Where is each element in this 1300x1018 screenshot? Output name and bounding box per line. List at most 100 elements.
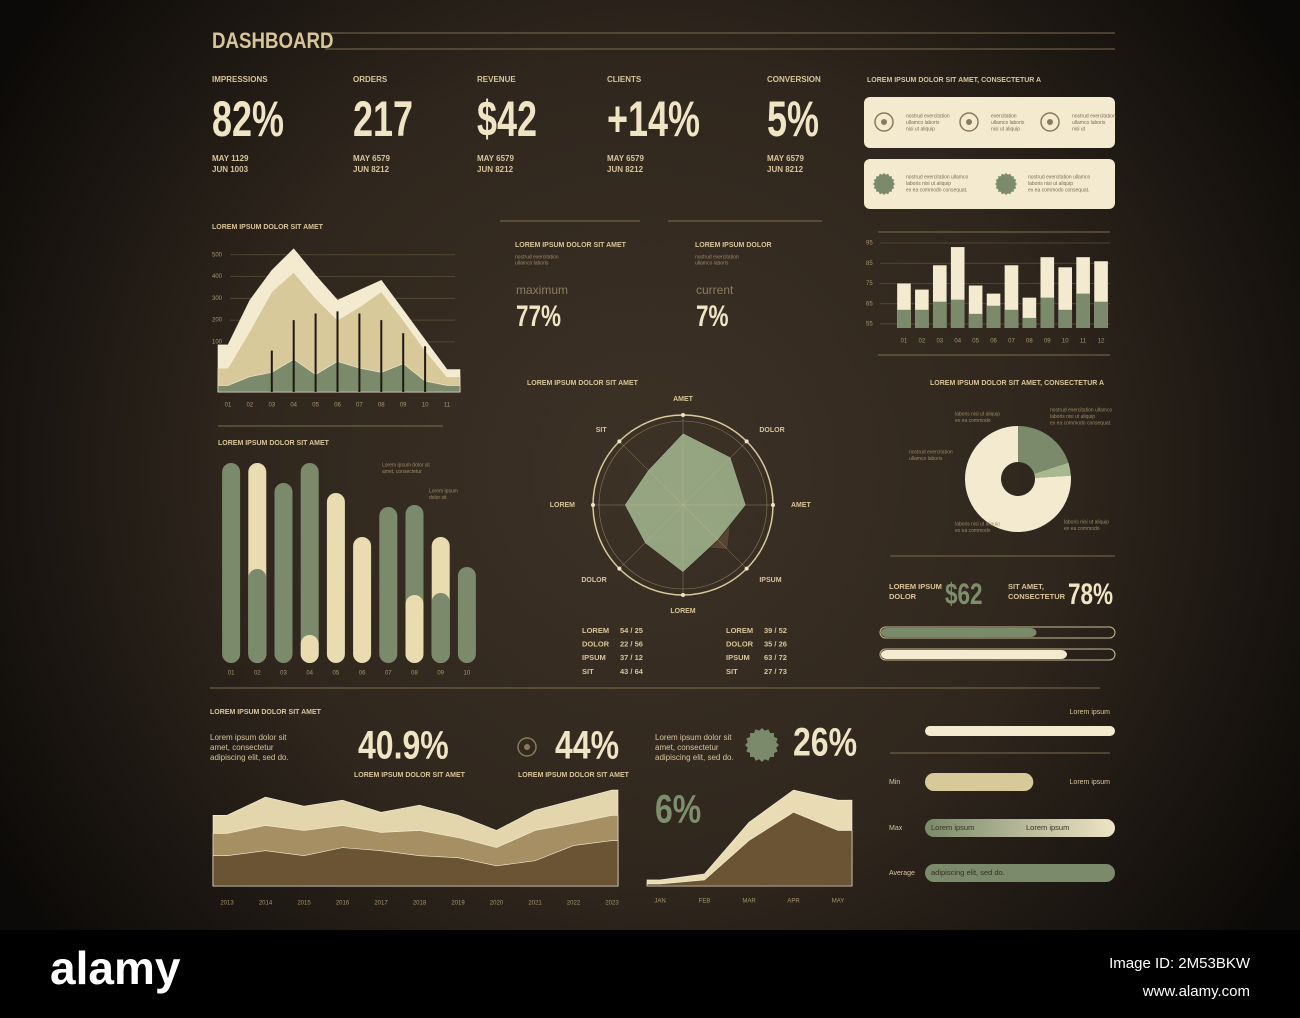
stat-label: DOLOR [889,592,917,601]
x-tick-label: 2017 [374,901,388,907]
metric-label: current [696,283,734,297]
bar-label: Max [889,825,903,832]
progress-bar [925,726,1115,736]
x-tick-label: 2019 [451,901,465,907]
annotation: ex ea commodo [955,528,991,534]
x-tick-label: 2023 [605,901,619,907]
x-tick-label: 08 [378,403,385,409]
x-tick-label: 12 [1098,339,1105,345]
axis-label: LOREM [550,502,575,509]
ring-icon [1040,112,1060,132]
bar [1094,301,1108,328]
kpi-note: JUN 8212 [767,165,804,174]
range-text: adipiscing elit, sed do. [931,868,1005,877]
x-tick-label: 10 [1062,339,1069,345]
table-label: IPSUM [582,653,606,662]
x-tick-label: 06 [334,403,341,409]
area [217,358,461,393]
badge-icon [995,173,1017,195]
kpi-value: 82% [212,93,284,148]
y-tick-label: 55 [866,322,873,328]
x-tick-label: 06 [990,339,997,345]
table-label: IPSUM [726,653,750,662]
table-value: 22 / 56 [620,640,643,649]
background [0,0,1300,930]
card-text: nostrud exercitation [1072,113,1116,119]
x-tick-label: 10 [422,403,429,409]
card-text: nisi ut aliquip [906,126,935,132]
x-tick-label: 2020 [490,901,504,907]
annotation: ex ea commodo [955,418,991,424]
x-tick-label: 08 [411,671,418,677]
image-id: Image ID: 2M53BKW [1109,955,1251,972]
metric-note: ullamco laboris [695,260,729,266]
table-label: DOLOR [726,640,754,649]
x-tick-label: 2018 [413,901,427,907]
radar-spoke [619,441,684,506]
kpi-value: 217 [353,93,413,148]
radar-dot [681,593,685,597]
badge-icon [745,728,779,762]
rules [210,32,1115,754]
radar-dot [681,413,685,417]
x-tick-label: 01 [901,339,908,345]
kpi-note: MAY 6579 [607,154,644,163]
card-text: exercitation [991,113,1017,119]
range-text: Lorem ipsum [931,823,974,832]
card-text: ex ea commodo consequat. [906,187,967,193]
url: www.alamy.com [1142,983,1250,1000]
y-tick-label: 85 [866,261,873,267]
kpi-note: MAY 1129 [212,154,249,163]
big-value: 44% [555,722,619,767]
bar [431,593,450,663]
x-tick-label: 11 [1080,339,1087,345]
stat-value: $62 [945,577,983,611]
chart-title: LOREM IPSUM DOLOR SIT AMET [527,380,639,387]
radar-dot [617,439,622,444]
ring-icon [874,112,894,132]
table-label: LOREM [582,626,609,635]
table-value: 54 / 25 [620,626,643,635]
range-text: Lorem ipsum [1070,709,1111,716]
bar [897,309,911,328]
x-tick-label: 04 [306,671,313,677]
radar-dot [617,566,622,571]
x-tick-label: MAY [832,899,845,905]
bar [1040,297,1055,328]
ring-icon [966,119,972,125]
card-text: ullamco laboris [906,120,940,126]
x-tick-label: 02 [254,671,261,677]
x-tick-label: 2016 [336,901,350,907]
x-tick-label: 09 [437,671,444,677]
annotation: Lorem ipsum [429,488,458,494]
kpi-label: IMPRESSIONS [212,75,268,84]
paragraph: adipiscing elit, sed do. [655,753,734,762]
axis-label: SIT [596,427,608,434]
annotation: laboris nisi ut aliquip [955,411,1000,417]
ring-icon [1047,119,1053,125]
area [646,811,853,887]
table-label: LOREM [726,626,753,635]
y-tick-label: 400 [212,274,223,280]
kpi-label: ORDERS [353,75,388,84]
metric-value: 77% [516,299,561,333]
card-text: nostrud exercitation ullamco [1028,174,1090,180]
radar-spoke [682,504,747,569]
x-tick-label: 2014 [259,901,273,907]
x-tick-label: 04 [290,403,297,409]
kpi-label: REVENUE [477,75,516,84]
ring-icon [959,112,979,132]
annotation: laboris nisi ut aliquip [955,521,1000,527]
card-text: nostrud exercitation ullamco [906,174,968,180]
radar-spoke [619,504,684,569]
table-value: 27 / 73 [764,667,787,676]
area [217,271,461,393]
bar [326,493,345,663]
y-tick-label: 500 [212,252,223,258]
table-label: SIT [582,667,594,676]
ring-icon [524,744,530,750]
x-tick-label: 11 [444,403,451,409]
x-tick-label: FEB [699,899,711,905]
annotation: nostrud exercitation [909,449,953,455]
paragraph: amet, consectetur [210,743,274,752]
